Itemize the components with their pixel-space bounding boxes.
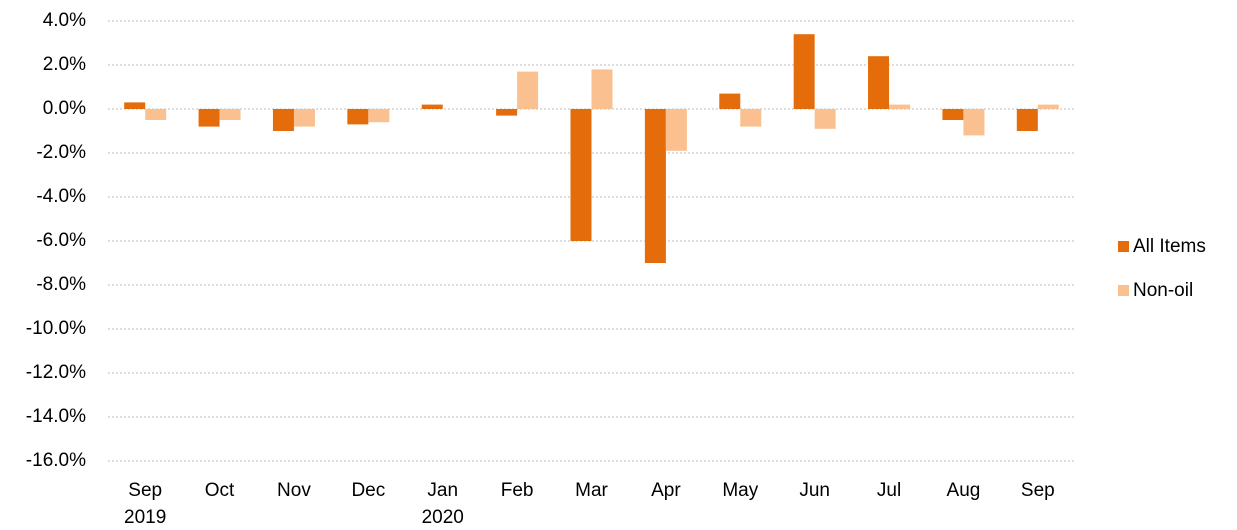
bar (145, 109, 167, 120)
bar (591, 69, 613, 109)
bar (644, 109, 666, 263)
bar (963, 109, 985, 136)
legend-swatch (1118, 241, 1129, 252)
bar (793, 34, 815, 110)
bar (1037, 104, 1059, 109)
y-tick-label: 0.0% (43, 98, 86, 119)
x-tick-label: Sep (1020, 480, 1055, 501)
x-tick-label: Nov (277, 480, 311, 501)
legend-label: Non-oil (1133, 280, 1193, 301)
bar (1016, 109, 1038, 131)
y-tick-label: -10.0% (26, 318, 86, 339)
bar (198, 109, 220, 127)
bar (570, 109, 592, 241)
y-tick-label: -6.0% (36, 230, 86, 251)
bar (814, 109, 836, 129)
bar (517, 71, 539, 109)
bar (740, 109, 762, 127)
bar (219, 109, 241, 120)
x-tick-label: Oct (204, 480, 235, 501)
y-tick-label: -2.0% (36, 142, 86, 163)
legend-label: All Items (1133, 236, 1206, 257)
bar (889, 104, 911, 109)
bar (368, 109, 390, 123)
x-tick-label: May (722, 480, 759, 501)
bar (124, 102, 146, 109)
bar (421, 104, 443, 109)
y-tick-label: -4.0% (36, 186, 86, 207)
x-tick-label: Aug (946, 480, 981, 501)
bar (272, 109, 294, 131)
x-tick-label: Apr (651, 480, 681, 501)
y-tick-label: -12.0% (26, 362, 86, 383)
x-tick-label: Mar (575, 480, 608, 501)
bar (293, 109, 315, 127)
bar (942, 109, 964, 120)
bar (347, 109, 369, 125)
y-tick-label: -14.0% (26, 406, 86, 427)
legend-swatch (1118, 285, 1129, 296)
x-tick-label: Jan 2020 (421, 480, 464, 528)
x-tick-label: Sep 2019 (124, 480, 167, 528)
y-tick-label: -8.0% (36, 274, 86, 295)
x-tick-label: Jul (876, 480, 902, 501)
x-tick-label: Dec (351, 480, 386, 501)
x-tick-label: Jun (799, 480, 830, 501)
y-tick-label: 2.0% (43, 54, 86, 75)
bar (496, 109, 518, 116)
bar (868, 56, 890, 109)
y-tick-label: 4.0% (43, 10, 86, 31)
x-tick-label: Feb (500, 480, 534, 501)
bar (665, 109, 687, 151)
y-tick-label: -16.0% (26, 450, 86, 471)
bar (719, 93, 741, 109)
